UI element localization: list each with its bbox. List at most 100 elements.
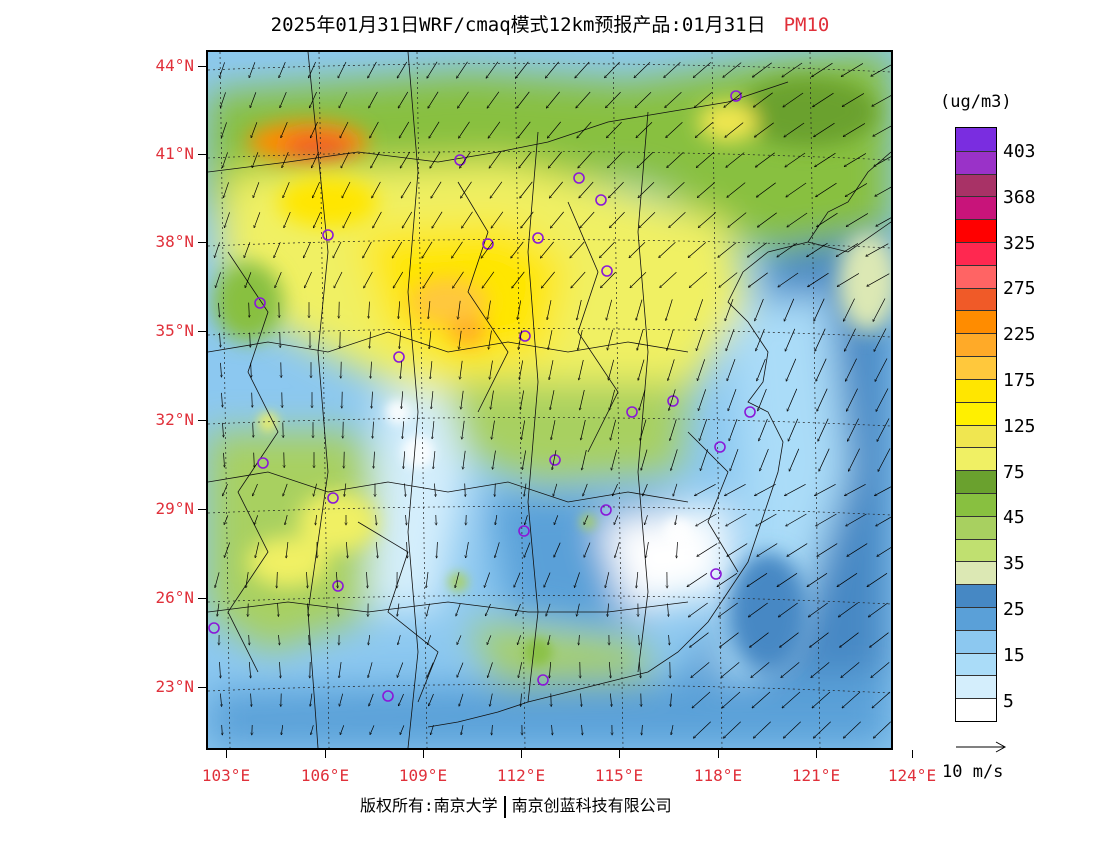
wind-arrow	[720, 632, 739, 648]
lat-tick-4	[198, 420, 206, 421]
wind-arrow	[612, 483, 618, 496]
colorbar-label-5: 175	[1003, 370, 1036, 391]
wind-arrow	[282, 151, 289, 168]
wind-arrow	[576, 91, 591, 108]
wind-arrow	[548, 151, 562, 168]
wind-arrow	[868, 602, 888, 617]
colorbar-swatch	[956, 378, 996, 403]
wind-arrow	[695, 299, 704, 320]
colorbar-label-6: 125	[1003, 415, 1036, 437]
wind-arrow	[520, 181, 533, 198]
wind-arrow	[783, 92, 804, 107]
wind-arrow	[518, 662, 523, 678]
lon-label-2: 109°E	[398, 766, 448, 785]
wind-arrow	[460, 151, 471, 168]
wind-arrow	[459, 330, 462, 349]
wind-arrow	[310, 693, 313, 707]
wind-arrow	[516, 603, 521, 616]
wind-arrow	[784, 122, 805, 137]
wind-arrow	[784, 298, 795, 321]
pm10-map	[206, 50, 893, 750]
wind-arrow	[690, 632, 709, 648]
city-marker	[626, 406, 638, 418]
colorbar-swatch	[956, 584, 996, 608]
wind-arrow	[343, 211, 352, 228]
wind-arrow	[280, 661, 281, 678]
wind-arrow	[721, 662, 740, 677]
wind-arrow	[814, 298, 825, 322]
wind-arrow	[339, 662, 342, 678]
wind-arrow	[645, 515, 648, 525]
wind-arrow	[847, 418, 859, 442]
wind-arrow	[816, 358, 827, 382]
wind-arrow	[608, 359, 615, 380]
wind-arrow	[224, 212, 230, 227]
wind-arrow	[777, 573, 798, 586]
wind-arrow	[579, 634, 580, 645]
wind-arrow	[636, 571, 639, 588]
wind-arrow	[400, 725, 405, 734]
colorbar-swatch	[956, 333, 996, 357]
city-marker	[257, 457, 269, 469]
wind-arrow	[304, 271, 312, 288]
wind-arrow	[548, 330, 553, 350]
wind-arrow	[285, 515, 288, 525]
wind-arrow	[427, 61, 438, 78]
wind-arrow	[786, 358, 797, 381]
wind-arrow	[615, 542, 620, 557]
wind-arrow	[637, 329, 644, 351]
wind-arrow	[692, 691, 711, 708]
wind-arrow	[550, 211, 564, 228]
wind-arrow	[600, 271, 616, 288]
wind-arrow	[812, 691, 831, 708]
lat-label-6: 26°N	[155, 588, 194, 607]
wind-arrow	[640, 419, 647, 441]
wind-arrow	[546, 91, 560, 108]
wind-arrow	[490, 693, 493, 707]
wind-arrow	[789, 448, 800, 471]
wind-arrow	[278, 603, 279, 617]
wind-arrow	[402, 421, 405, 438]
colorbar-swatch	[956, 424, 996, 448]
wind-arrow	[840, 632, 859, 648]
wind-arrow	[718, 242, 737, 258]
wind-arrow	[664, 62, 681, 77]
wind-arrow	[490, 181, 503, 198]
wind-arrow	[521, 420, 526, 439]
wind-arrow	[458, 300, 461, 319]
wind-arrow	[281, 121, 288, 138]
wind-arrow	[370, 121, 379, 138]
wind-arrow	[693, 721, 711, 738]
wind-arrow	[687, 573, 708, 586]
longitude-gridline	[711, 52, 723, 748]
wind-arrow	[313, 483, 317, 497]
wind-arrow	[817, 543, 838, 557]
wind-arrow	[518, 121, 531, 138]
wind-arrow	[221, 362, 222, 377]
wind-arrow	[605, 91, 621, 108]
wind-arrow	[811, 662, 830, 677]
colorbar-label-0: 403	[1003, 141, 1036, 162]
wind-arrow	[367, 571, 368, 588]
wind-arrow	[253, 483, 258, 496]
wind-arrow	[334, 271, 343, 288]
wind-arrow	[422, 241, 433, 258]
wind-arrow	[220, 693, 221, 707]
wind-arrow	[550, 390, 555, 410]
lat-label-0: 44°N	[155, 56, 194, 75]
wind-arrow	[307, 603, 308, 617]
lon-tick-2	[423, 750, 424, 758]
wind-arrow	[399, 121, 410, 138]
wind-arrow	[876, 516, 891, 526]
colorbar-swatch	[956, 561, 996, 585]
wind-arrow	[338, 603, 339, 617]
wind-arrow	[307, 571, 308, 588]
wind-arrow	[249, 634, 250, 645]
wind-arrow	[254, 515, 259, 524]
city-marker	[710, 568, 722, 580]
wind-arrow	[406, 514, 407, 525]
wind-arrow	[222, 152, 228, 167]
lat-label-3: 35°N	[155, 321, 194, 340]
wind-arrow	[369, 693, 374, 706]
wind-arrow	[691, 662, 710, 677]
